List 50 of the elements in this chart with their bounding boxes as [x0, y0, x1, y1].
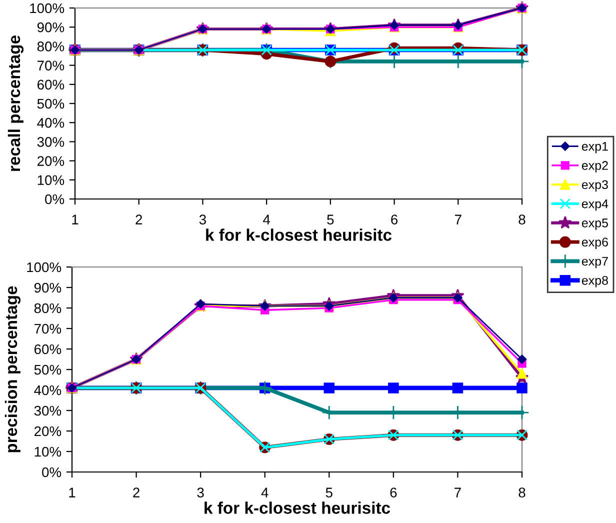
legend-label: exp7 [582, 256, 608, 268]
legend-label: exp5 [582, 218, 608, 230]
y-tick-label: 50% [34, 364, 62, 375]
y-tick-label: 50% [37, 98, 64, 109]
y-tick-label: 60% [34, 344, 62, 354]
x-tick-label: 4 [261, 488, 268, 498]
y-axis-title: precision percentage [4, 286, 21, 452]
x-tick-label: 1 [72, 214, 78, 224]
x-axis-title: k for k-closest heurisitc [206, 228, 392, 241]
x-tick-label: 6 [390, 488, 397, 498]
legend-label: exp8 [582, 276, 608, 288]
y-axis-title: recall percentage [8, 36, 24, 171]
y-tick-label: 10% [34, 446, 62, 457]
y-tick-label: 40% [37, 118, 64, 128]
x-tick-label: 5 [327, 214, 334, 224]
x-tick-label: 3 [199, 214, 206, 224]
x-tick-label: 1 [69, 488, 76, 498]
legend-label: exp2 [582, 161, 608, 172]
y-tick-label: 100% [27, 262, 62, 272]
x-tick-label: 4 [263, 214, 270, 224]
y-tick-label: 80% [34, 303, 62, 314]
y-tick-label: 70% [34, 324, 62, 334]
y-tick-label: 40% [34, 385, 62, 396]
x-tick-label: 2 [136, 214, 142, 224]
x-tick-label: 7 [454, 214, 462, 224]
x-tick-label: 2 [133, 488, 140, 498]
x-tick-label: 5 [326, 488, 332, 498]
y-tick-label: 10% [38, 175, 64, 186]
y-tick-label: 70% [38, 60, 64, 70]
y-tick-label: 20% [34, 426, 62, 436]
x-tick-label: 8 [518, 488, 526, 498]
legend-label: exp4 [582, 199, 608, 211]
y-tick-label: 90% [37, 22, 64, 32]
y-tick-label: 30% [34, 406, 62, 416]
y-tick-label: 90% [34, 282, 62, 293]
x-tick-label: 3 [197, 488, 204, 498]
x-tick-label: 6 [391, 214, 398, 224]
y-tick-label: 0% [45, 194, 64, 204]
y-tick-label: 60% [37, 80, 64, 90]
y-tick-label: 80% [37, 42, 64, 52]
legend-label: exp6 [582, 238, 608, 249]
x-axis-title: k for k-closest heurisitc [204, 502, 390, 514]
y-tick-label: 100% [30, 3, 64, 14]
legend-label: exp1 [582, 142, 608, 154]
y-tick-label: 0% [42, 467, 62, 478]
x-tick-label: 7 [454, 488, 461, 498]
y-tick-label: 20% [37, 156, 64, 166]
x-tick-label: 8 [518, 214, 526, 224]
legend-label: exp3 [582, 180, 608, 192]
y-tick-label: 30% [37, 137, 64, 147]
